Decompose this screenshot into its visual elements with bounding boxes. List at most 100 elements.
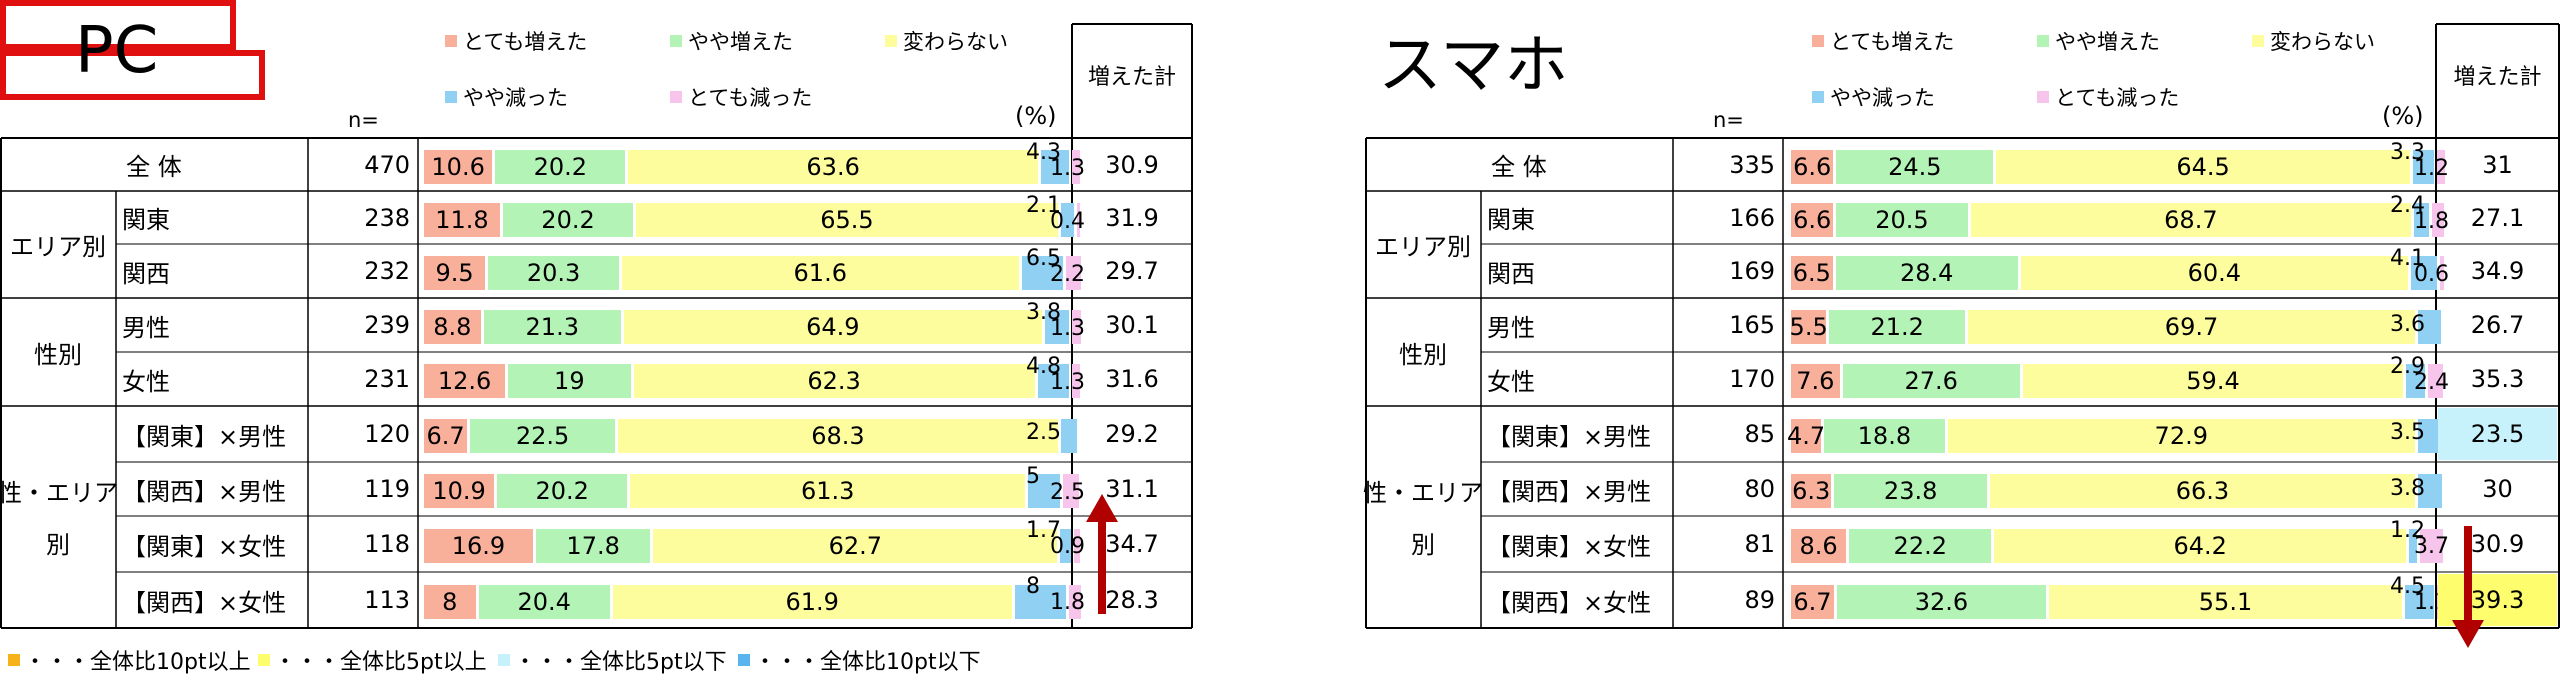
bar-segment-slightly-decreased [1060, 419, 1077, 453]
footer-swatch [8, 654, 20, 666]
bar-segment-slightly-increased: 20.2 [495, 149, 626, 184]
legend-swatch-slightly-decreased [1812, 91, 1824, 103]
increase-total-value: 34.9 [2470, 257, 2525, 285]
bar-segment-very-increased: 6.6 [1791, 202, 1834, 237]
data-label: 24.5 [1888, 152, 1942, 181]
n-value: 231 [364, 365, 410, 393]
n-value: 118 [364, 530, 410, 558]
bar-segment-very-increased: 10.6 [424, 149, 493, 184]
data-label: 8.8 [433, 313, 472, 341]
legend-label: やや増えた [688, 30, 793, 54]
legend-slightly-increased: やや増えた [670, 26, 793, 56]
data-label-slightly-decreased: 3.6 [2390, 312, 2425, 337]
data-label: 6.7 [426, 422, 465, 450]
bar-segment-slightly-decreased [1040, 149, 1069, 184]
bar-segment-very-increased: 9.5 [424, 256, 486, 290]
bar-segment-very-decreased [2432, 202, 2444, 237]
legend-slightly-increased: やや増えた [2037, 26, 2160, 56]
bar-segment-very-decreased [2440, 256, 2444, 290]
data-label-very-decreased: 1.8 [1050, 590, 1085, 615]
bar-segment-very-decreased [1066, 256, 1081, 290]
data-label: 7.6 [1796, 367, 1835, 395]
bar-segment-unchanged: 69.7 [1968, 310, 2415, 344]
data-label-slightly-decreased: 3.8 [2390, 476, 2425, 501]
n-value: 165 [1729, 311, 1775, 339]
data-label-very-decreased: 0.4 [1050, 209, 1085, 234]
data-label: 6.5 [1792, 259, 1831, 287]
n-value: 470 [364, 150, 410, 179]
data-label: 27.6 [1904, 367, 1958, 395]
bar-segment-unchanged: 66.3 [1989, 474, 2415, 508]
row-label: 【関東】×女性 [1487, 532, 1652, 561]
row-label: 【関東】×男性 [1487, 422, 1652, 451]
group-label-gender: 性別 [1399, 340, 1447, 369]
data-label: 19 [554, 367, 585, 395]
n-value: 119 [364, 475, 410, 503]
bar-segment-slightly-decreased [2417, 474, 2443, 508]
bar-segment-slightly-increased: 21.2 [1829, 310, 1966, 344]
arrow-up-icon [1086, 494, 1118, 614]
bar-segment-very-increased: 4.7 [1787, 419, 1825, 453]
footer-swatch [498, 654, 510, 666]
legend-swatch-very-increased [445, 35, 457, 47]
bar-segment-slightly-increased: 27.6 [1842, 364, 2020, 398]
data-label-very-decreased: 2.2 [1050, 262, 1085, 287]
footer-swatch [738, 654, 750, 666]
bar-segment-slightly-decreased [1037, 364, 1069, 398]
row-label: 【関西】×男性 [1487, 477, 1652, 506]
footer-note: ・・・全体比5pt以上 [258, 644, 487, 676]
bar-segment-very-increased: 5.5 [1790, 310, 1828, 344]
data-label: 61.6 [793, 259, 847, 287]
bar-segment-slightly-decreased [2417, 419, 2441, 453]
bar-segment-very-decreased [1071, 149, 1080, 184]
footer-note: ・・・全体比10pt以下 [738, 644, 981, 676]
row-label: 男性 [122, 313, 170, 342]
bar-segment-very-increased: 6.7 [1791, 585, 1834, 619]
row-label: 【関西】×女性 [122, 588, 287, 617]
increase-total-value: 30.1 [1105, 311, 1159, 339]
bar-segment-unchanged: 72.9 [1947, 419, 2415, 453]
data-label-very-decreased: 0.6 [2414, 262, 2449, 287]
footer-note: ・・・全体比10pt以上 [8, 644, 251, 676]
bar-segment-slightly-increased: 20.2 [497, 474, 628, 508]
increase-total-value: 34.7 [1105, 530, 1159, 558]
row-label: 関東 [1487, 206, 1535, 234]
bar-segment-very-increased: 8.6 [1791, 529, 1847, 563]
increase-total-value: 39.3 [2438, 574, 2557, 626]
bar-segment-slightly-increased: 22.5 [470, 419, 616, 453]
n-value: 239 [364, 311, 410, 339]
bar-segment-slightly-decreased [1028, 474, 1061, 508]
n-value: 113 [364, 586, 410, 614]
bar-segment-slightly-increased: 22.2 [1849, 529, 1992, 563]
n-value: 232 [364, 257, 410, 285]
data-label: 10.6 [431, 152, 485, 181]
data-label-slightly-decreased: 4.5 [2390, 574, 2425, 599]
data-label: 20.2 [535, 477, 589, 505]
pc-title: PC [75, 14, 159, 88]
legend-unchanged: 変わらない [2252, 26, 2375, 56]
data-label-slightly-decreased: 8 [1026, 574, 1040, 599]
data-label-slightly-decreased: 4.1 [2390, 246, 2425, 271]
row-label: 女性 [1487, 367, 1535, 396]
bar-segment-very-increased: 6.5 [1791, 256, 1833, 290]
data-label: 21.2 [1870, 313, 1924, 341]
data-label: 60.4 [2187, 259, 2241, 287]
bar-segment-unchanged: 68.7 [1970, 202, 2412, 237]
data-label: 63.6 [806, 152, 860, 181]
bar-segment-very-increased: 6.3 [1791, 474, 1832, 508]
bar-segment-very-decreased [1077, 202, 1080, 237]
increase-total-value: 31.1 [1105, 475, 1159, 503]
footer-note: ・・・全体比5pt以下 [498, 644, 727, 676]
row-label: 【関西】×男性 [122, 477, 287, 506]
n-value: 335 [1729, 150, 1775, 179]
data-label-slightly-decreased: 3.8 [1026, 300, 1061, 325]
data-label: 61.9 [785, 588, 839, 616]
n-value: 80 [1744, 475, 1775, 503]
bar-segment-unchanged: 61.6 [621, 256, 1019, 290]
legend-slightly-decreased: やや減った [445, 82, 568, 112]
smartphone-title: スマホ [1378, 29, 1569, 103]
row-label: 関西 [122, 259, 170, 288]
legend-swatch-very-decreased [670, 91, 682, 103]
